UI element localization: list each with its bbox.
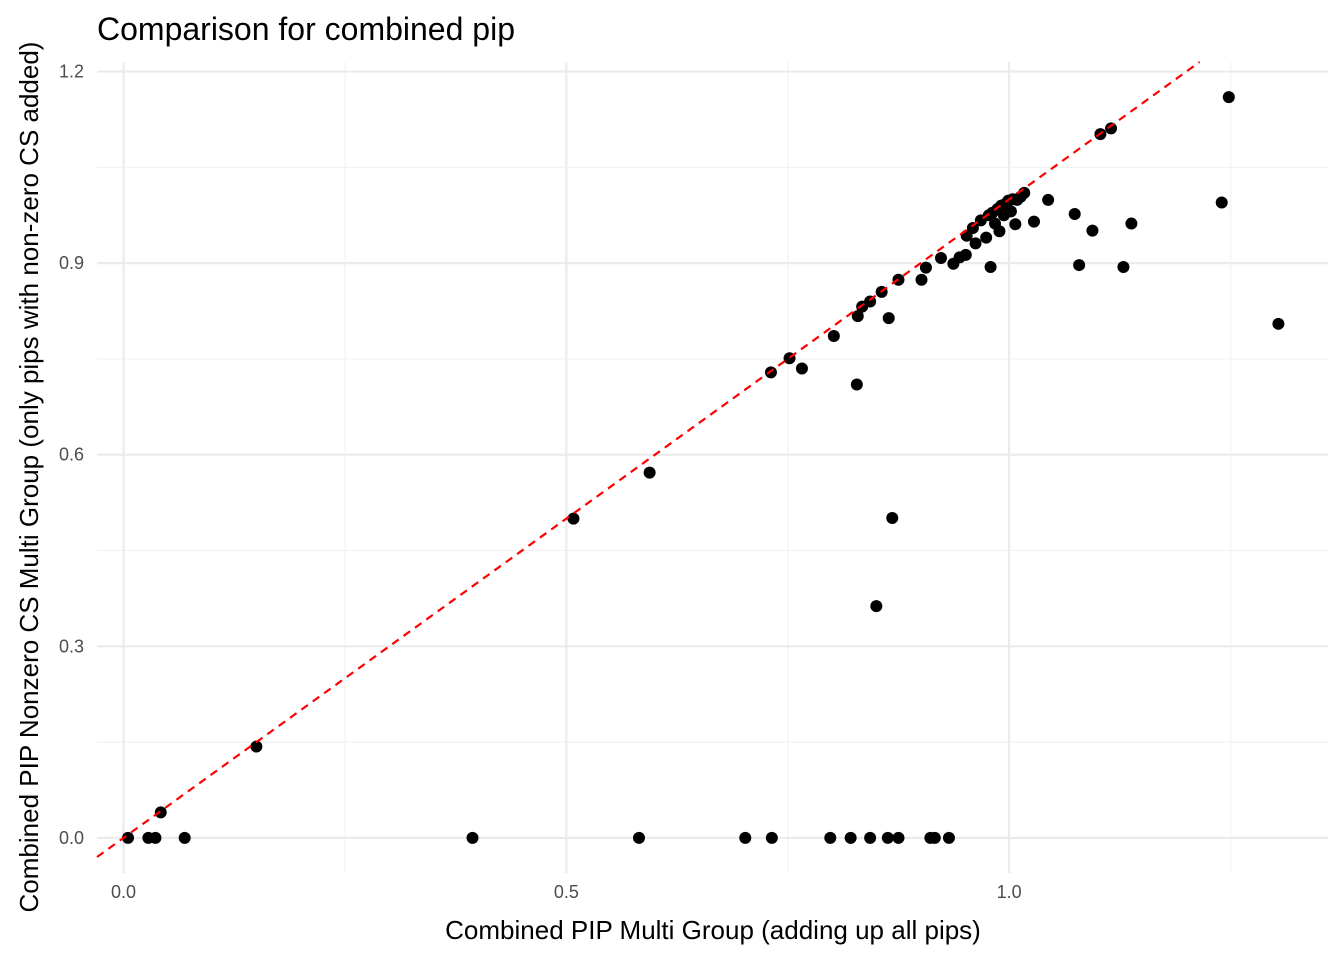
data-point [1009, 218, 1022, 231]
data-point [882, 312, 895, 325]
data-point [881, 831, 894, 844]
data-point [1086, 224, 1099, 237]
data-point [1105, 122, 1118, 135]
data-point [886, 511, 899, 524]
data-point [466, 831, 479, 844]
chart-title: Comparison for combined pip [97, 11, 515, 47]
data-point [1004, 205, 1017, 218]
x-tick-label: 1.0 [997, 882, 1022, 902]
y-tick-label: 0.6 [59, 445, 84, 465]
data-point [632, 831, 645, 844]
data-point [1042, 193, 1055, 206]
data-point [928, 831, 941, 844]
data-point [915, 273, 928, 286]
data-point [966, 222, 979, 235]
data-point [959, 248, 972, 261]
data-point [643, 466, 656, 479]
data-point [984, 260, 997, 273]
data-point [850, 378, 863, 391]
grid [97, 62, 1328, 873]
y-tick-label: 0.0 [59, 828, 84, 848]
data-point [567, 512, 580, 525]
x-tick-label: 0.5 [554, 882, 579, 902]
data-point [1215, 196, 1228, 209]
data-point [993, 225, 1006, 238]
data-point [864, 831, 877, 844]
data-point [824, 831, 837, 844]
data-point [969, 237, 982, 250]
data-point [1125, 217, 1138, 230]
data-point [870, 600, 883, 613]
x-axis-title: Combined PIP Multi Group (adding up all … [445, 915, 981, 945]
y-tick-label: 0.9 [59, 253, 84, 273]
y-axis-title: Combined PIP Nonzero CS Multi Group (onl… [14, 42, 44, 913]
data-point [1073, 259, 1086, 272]
data-point [1068, 207, 1081, 220]
data-point [250, 740, 263, 753]
data-points [121, 91, 1285, 844]
data-point [121, 831, 134, 844]
data-point [980, 231, 993, 244]
y-tick-label: 1.2 [59, 62, 84, 82]
tick-labels: 0.0 0.5 1.0 0.0 0.3 0.6 0.9 1.2 [59, 62, 1022, 902]
data-point [892, 831, 905, 844]
data-point [178, 831, 191, 844]
data-point [1272, 317, 1285, 330]
data-point [942, 831, 955, 844]
data-point [851, 310, 864, 323]
x-tick-label: 0.0 [111, 882, 136, 902]
data-point [919, 261, 932, 274]
data-point [1222, 91, 1235, 104]
data-point [765, 831, 778, 844]
data-point [934, 252, 947, 265]
data-point [827, 329, 840, 342]
data-point [1027, 215, 1040, 228]
data-point [1117, 260, 1130, 273]
y-tick-label: 0.3 [59, 636, 84, 656]
identity-reference-line [96, 61, 1201, 858]
data-point [1018, 186, 1031, 199]
data-point [795, 362, 808, 375]
data-point [844, 831, 857, 844]
data-point [149, 831, 162, 844]
data-point [739, 831, 752, 844]
